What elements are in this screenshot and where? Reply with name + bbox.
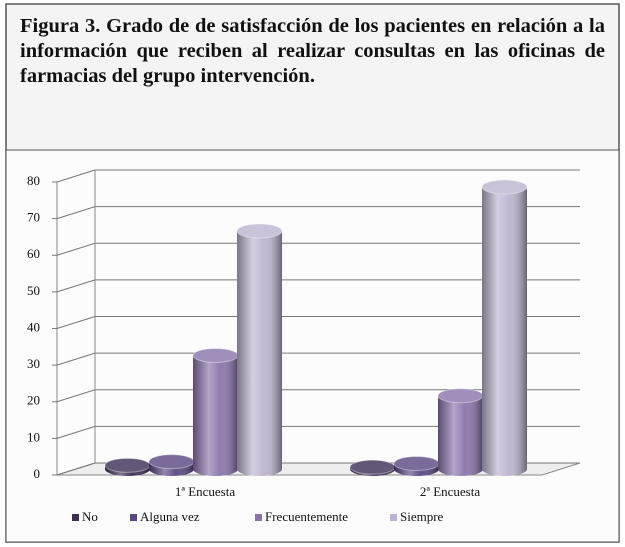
- x-tick-label: 2ª Encuesta: [420, 484, 480, 499]
- legend-label: No: [82, 509, 98, 524]
- grid-line: [56, 352, 96, 366]
- y-tick-label: 40: [27, 319, 40, 334]
- grid-line: [56, 169, 96, 183]
- cylinder: [192, 347, 239, 476]
- cylinder-top-light: [482, 179, 527, 194]
- grid-line: [56, 242, 96, 256]
- grid-line: [56, 389, 96, 403]
- y-tick-label: 50: [27, 283, 40, 298]
- y-tick-label: 20: [27, 393, 40, 408]
- y-tick-label: 30: [27, 356, 40, 371]
- cylinder-shade: [482, 186, 527, 477]
- y-tick-label: 0: [34, 466, 41, 481]
- chart-area: [5, 149, 620, 543]
- y-tick-label: 60: [27, 246, 40, 261]
- cylinder-top-light: [394, 456, 439, 471]
- legend-swatch: [255, 514, 262, 521]
- grid-line: [56, 279, 96, 293]
- x-tick-label: 1ª Encuesta: [175, 484, 235, 499]
- cylinder: [148, 454, 195, 476]
- y-tick-label: 10: [27, 429, 40, 444]
- cylinder-shade: [193, 355, 238, 476]
- cylinder-top-light: [105, 458, 150, 473]
- cylinder-top-light: [237, 223, 282, 238]
- cylinder-top-light: [149, 454, 194, 469]
- grid-line: [56, 425, 96, 439]
- cylinder-top-light: [193, 348, 238, 363]
- cylinder-top-light: [350, 460, 395, 475]
- cylinder: [104, 457, 151, 476]
- legend-swatch: [390, 514, 397, 521]
- cylinder-shade: [438, 395, 483, 476]
- y-tick-label: 80: [27, 173, 40, 188]
- chart-title: Figura 3. Grado de de satisfacción de lo…: [20, 15, 605, 87]
- cylinder: [393, 456, 440, 476]
- cylinder-top: [236, 223, 283, 239]
- cylinder: [349, 459, 396, 476]
- y-tick-label: 70: [27, 210, 40, 225]
- grid-line: [56, 316, 96, 329]
- grid-line: [56, 206, 96, 220]
- cylinder: [481, 179, 528, 477]
- cylinder-top-light: [438, 388, 483, 403]
- grid-line: [56, 462, 96, 476]
- cylinder: [236, 223, 283, 476]
- cylinder-shade: [237, 230, 282, 476]
- legend-label: Frecuentemente: [265, 509, 348, 524]
- legend-label: Siempre: [400, 509, 444, 524]
- legend-swatch: [72, 514, 79, 521]
- cylinder-top: [481, 179, 528, 195]
- cylinder: [437, 388, 484, 476]
- legend-swatch: [130, 514, 137, 521]
- legend-label: Alguna vez: [140, 509, 200, 524]
